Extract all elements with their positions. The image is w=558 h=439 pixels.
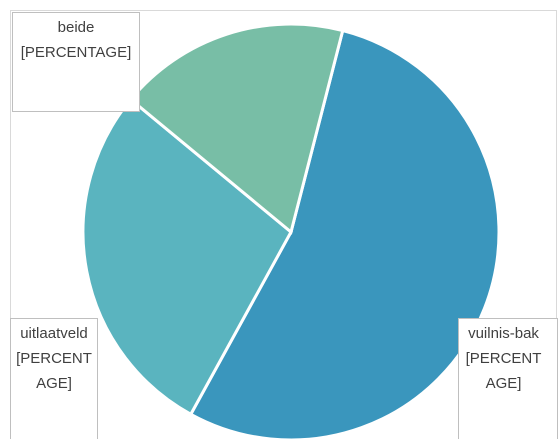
value-label: [PERCENTAGE] [16, 350, 92, 392]
value-label: [PERCENTAGE] [20, 44, 132, 61]
category-label: beide [57, 19, 95, 36]
pie-slice [188, 28, 501, 439]
value-label: [PERCENTAGE] [465, 350, 542, 392]
category-label: vuilnis-bak [468, 325, 539, 342]
category-label: uitlaatveld [20, 325, 88, 342]
chart-border [10, 10, 557, 439]
data-label: beide [PERCENTAGE] [12, 12, 140, 112]
data-label: vuilnis-bak [PERCENTAGE] [458, 318, 558, 439]
data-label: uitlaatveld [PERCENTAGE] [10, 318, 98, 439]
pie-slice [81, 97, 293, 417]
pie-slice [128, 22, 345, 235]
